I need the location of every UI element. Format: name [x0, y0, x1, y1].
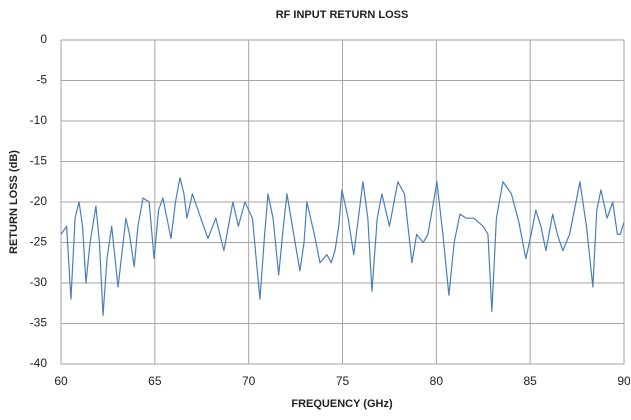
y-tick-label: -15	[30, 154, 48, 168]
x-tick-label: 75	[336, 374, 350, 388]
y-tick-label: 0	[40, 32, 47, 46]
y-axis-label: RETURN LOSS (dB)	[8, 150, 20, 254]
y-tick-label: -20	[30, 194, 48, 208]
x-tick-label: 70	[242, 374, 256, 388]
x-tick-label: 85	[523, 374, 537, 388]
y-tick-label: -5	[36, 73, 47, 87]
y-tick-label: -30	[30, 275, 48, 289]
data-line	[60, 177, 625, 316]
y-tick-label: -10	[30, 113, 48, 127]
x-tick-label: 90	[617, 374, 631, 388]
y-tick-label: -35	[30, 316, 48, 330]
x-tick-label: 60	[54, 374, 68, 388]
x-tick-label: 80	[430, 374, 444, 388]
y-tick-label: -25	[30, 235, 48, 249]
x-tick-label: 65	[148, 374, 162, 388]
x-axis-label: FREQUENCY (GHz)	[291, 398, 393, 410]
chart-title: RF INPUT RETURN LOSS	[276, 9, 409, 21]
y-tick-label: -40	[30, 356, 48, 370]
